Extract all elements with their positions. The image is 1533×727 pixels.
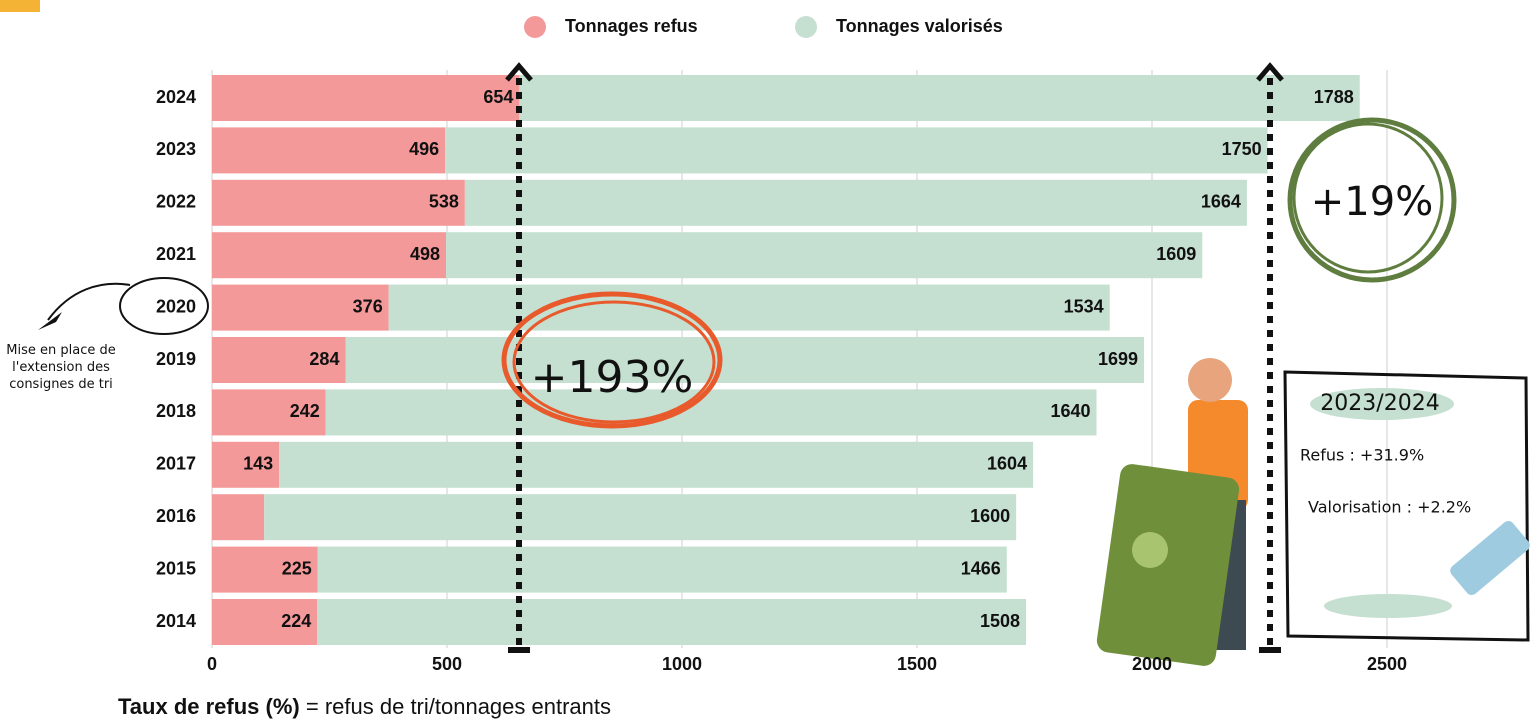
corner-tag bbox=[0, 0, 40, 12]
y-tick-label: 2017 bbox=[156, 454, 196, 474]
refus-change: Refus : +31.9% bbox=[1300, 446, 1424, 465]
value-label: 224 bbox=[281, 611, 311, 631]
value-label: 284 bbox=[309, 349, 339, 369]
value-label: 225 bbox=[282, 558, 312, 578]
bar bbox=[345, 337, 1144, 383]
note-box: Mise en place de l'extension des consign… bbox=[2, 342, 120, 432]
footnote-definition: = refus de tri/tonnages entrants bbox=[306, 694, 611, 719]
chart: 654 1788 496 1750 538 1664 498 1609 376 1534 284 16… bbox=[0, 0, 1533, 690]
marker-pen bbox=[1448, 518, 1532, 597]
value-label: 1750 bbox=[1222, 139, 1262, 159]
value-label: 1534 bbox=[1064, 296, 1104, 316]
y-tick-label: 2015 bbox=[156, 558, 196, 578]
legend-label: Tonnages valorisés bbox=[836, 16, 1003, 36]
y-tick-label: 2024 bbox=[156, 87, 196, 107]
y-tick-label: 2022 bbox=[156, 192, 196, 212]
value-label: 376 bbox=[353, 296, 383, 316]
bar bbox=[212, 494, 264, 540]
x-tick-label: 2000 bbox=[1132, 654, 1172, 674]
x-tick-label: 2500 bbox=[1367, 654, 1407, 674]
legend-label: Tonnages refus bbox=[565, 16, 698, 36]
page: 654 1788 496 1750 538 1664 498 1609 376 1534 284 16… bbox=[0, 0, 1533, 727]
valorisation-change: Valorisation : +2.2% bbox=[1308, 498, 1471, 517]
x-tick-label: 1500 bbox=[897, 654, 937, 674]
value-label: 143 bbox=[243, 454, 273, 474]
value-label: 1508 bbox=[980, 611, 1020, 631]
note: Mise en place de l'extension des consign… bbox=[2, 342, 120, 393]
y-tick-label: 2019 bbox=[156, 349, 196, 369]
value-label: 1788 bbox=[1314, 87, 1354, 107]
value-label: 1699 bbox=[1098, 349, 1138, 369]
x-tick-label: 500 bbox=[432, 654, 462, 674]
bar bbox=[326, 389, 1097, 435]
total-growth: +19% bbox=[1311, 179, 1433, 225]
highlight bbox=[1324, 594, 1452, 618]
bar bbox=[279, 442, 1033, 488]
bar bbox=[264, 494, 1016, 540]
bar bbox=[317, 599, 1026, 645]
bar bbox=[318, 547, 1007, 593]
x-tick-label: 1000 bbox=[662, 654, 702, 674]
value-label: 498 bbox=[410, 244, 440, 264]
legend-swatch bbox=[524, 16, 546, 38]
note-arrowhead bbox=[38, 312, 62, 330]
value-label: 538 bbox=[429, 192, 459, 212]
value-label: 242 bbox=[290, 401, 320, 421]
bar bbox=[445, 127, 1268, 173]
value-label: 1600 bbox=[970, 506, 1010, 526]
refus-growth: +193% bbox=[531, 352, 694, 403]
footnote-term: Taux de refus (%) bbox=[118, 694, 300, 719]
value-label: 1604 bbox=[987, 454, 1027, 474]
value-label: 1609 bbox=[1156, 244, 1196, 264]
value-label: 1466 bbox=[961, 558, 1001, 578]
bar bbox=[389, 285, 1110, 331]
y-tick-label: 2023 bbox=[156, 139, 196, 159]
legend: Tonnages refus Tonnages valorisés bbox=[524, 16, 1003, 38]
value-label: 1640 bbox=[1050, 401, 1090, 421]
value-label: 496 bbox=[409, 139, 439, 159]
bar bbox=[465, 180, 1247, 226]
y-tick-label: 2018 bbox=[156, 401, 196, 421]
legend-swatch bbox=[795, 16, 817, 38]
worker-illustration bbox=[1095, 358, 1248, 667]
value-label: 1664 bbox=[1201, 192, 1241, 212]
bar bbox=[446, 232, 1202, 278]
value-label: 654 bbox=[483, 87, 513, 107]
bar bbox=[212, 180, 465, 226]
y-tick-label: 2014 bbox=[156, 611, 196, 631]
y-tick-label: 2016 bbox=[156, 506, 196, 526]
x-tick-label: 0 bbox=[207, 654, 217, 674]
y-tick-label: 2020 bbox=[156, 296, 196, 316]
bar bbox=[212, 75, 519, 121]
y-tick-label: 2021 bbox=[156, 244, 196, 264]
bar bbox=[519, 75, 1359, 121]
footnote: Taux de refus (%) = refus de tri/tonnage… bbox=[118, 694, 611, 720]
period: 2023/2024 bbox=[1320, 391, 1439, 416]
